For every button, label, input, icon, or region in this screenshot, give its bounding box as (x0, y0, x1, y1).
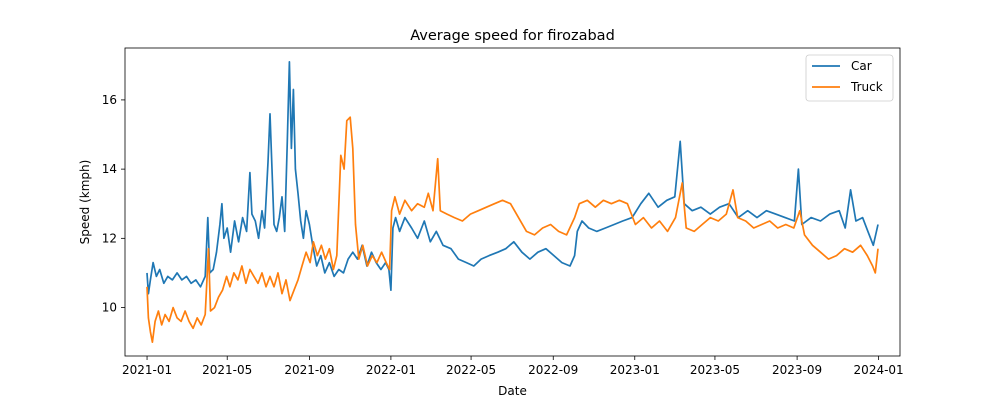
x-tick-label: 2024-01 (854, 363, 904, 377)
chart-title: Average speed for firozabad (410, 28, 615, 44)
series-line-car (146, 60, 879, 295)
plot-frame (124, 47, 901, 357)
series-layer (146, 60, 879, 344)
y-axis: 10 12 14 16 (102, 93, 125, 315)
legend: Car Truck (805, 54, 894, 102)
x-tick-label: 2021-09 (284, 363, 334, 377)
x-axis-label: Date (498, 384, 527, 398)
x-axis: 2021-01 2021-05 2021-09 2022-01 2022-05 2022-… (122, 356, 904, 377)
legend-label-truck: Truck (850, 80, 883, 94)
legend-box (805, 54, 894, 102)
x-tick-label: 2023-01 (610, 363, 660, 377)
y-tick-label: 16 (102, 93, 117, 107)
x-tick-label: 2022-01 (366, 363, 416, 377)
x-tick-label: 2023-09 (772, 363, 822, 377)
y-tick-label: 10 (102, 301, 117, 315)
y-tick-label: 14 (102, 162, 117, 176)
plot-area (124, 47, 901, 357)
x-tick-label: 2021-01 (122, 363, 172, 377)
x-tick-label: 2023-05 (690, 363, 740, 377)
series-line-truck (146, 116, 879, 344)
x-tick-label: 2022-05 (446, 363, 496, 377)
y-tick-label: 12 (102, 231, 117, 245)
legend-label-car: Car (851, 59, 872, 73)
x-tick-label: 2022-09 (528, 363, 578, 377)
x-tick-label: 2021-05 (202, 363, 252, 377)
y-axis-label: Speed (kmph) (78, 160, 92, 245)
